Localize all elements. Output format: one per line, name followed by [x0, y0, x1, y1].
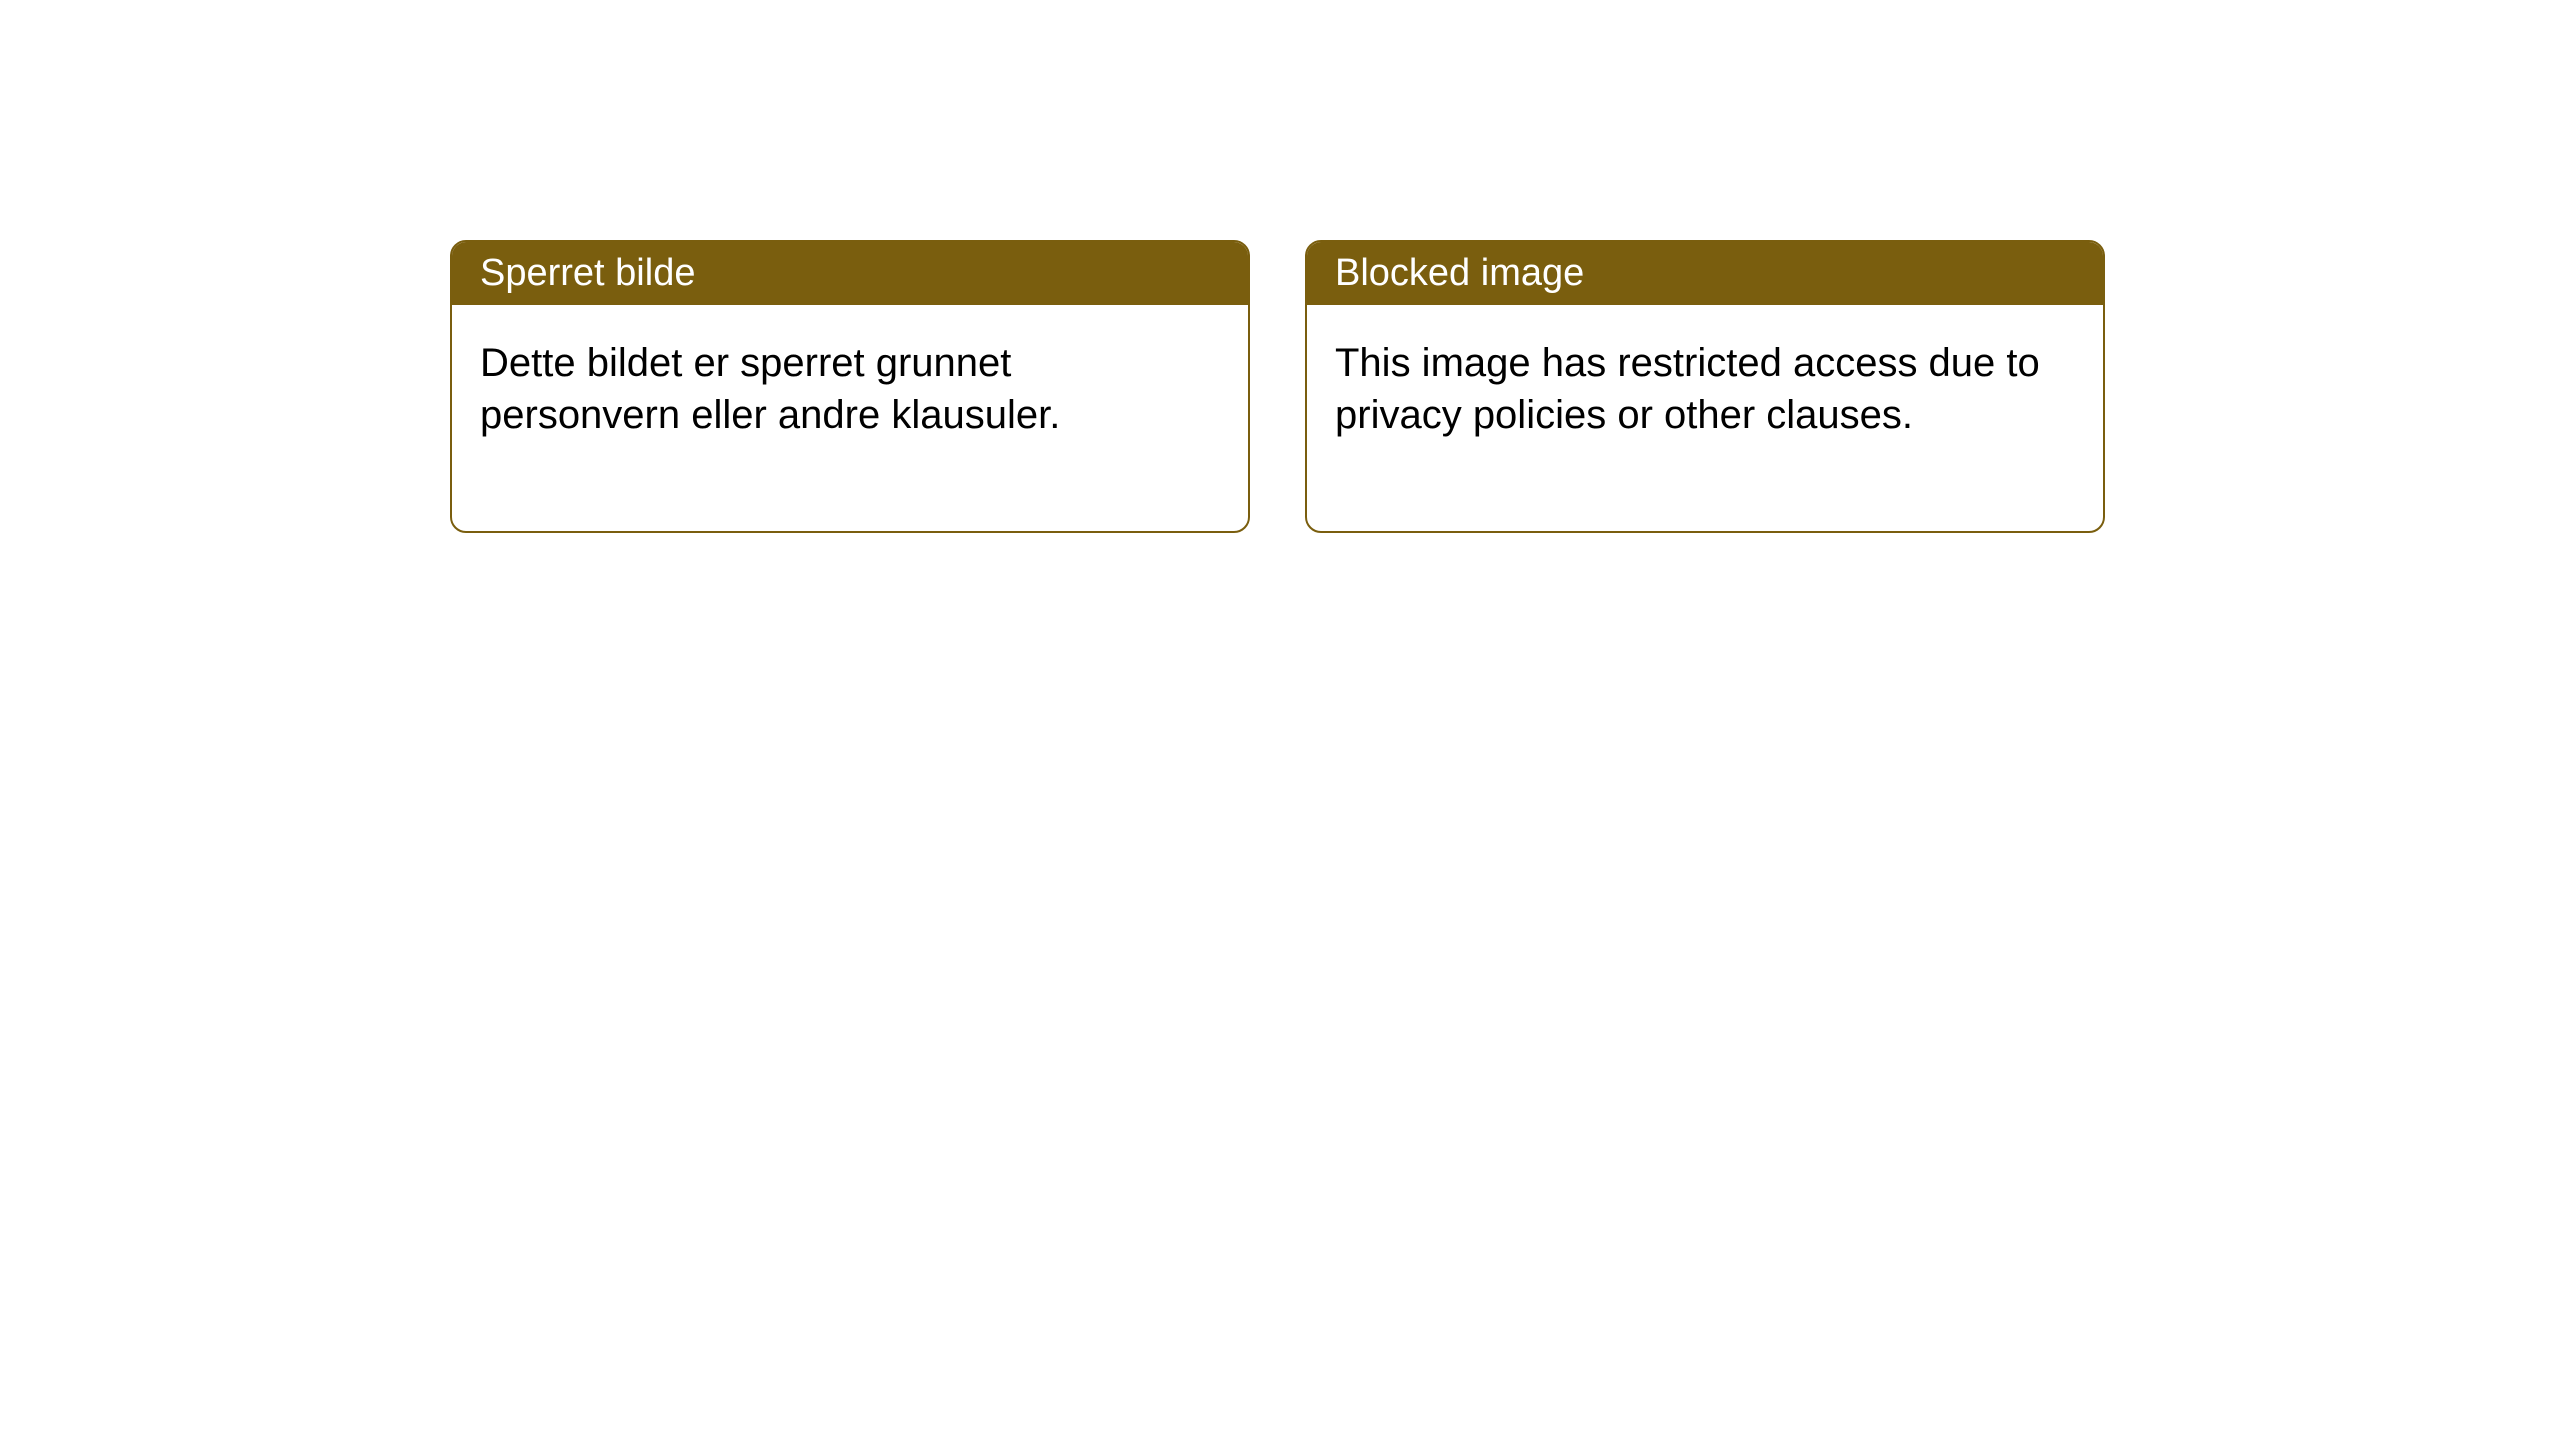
notice-box-norwegian: Sperret bilde Dette bildet er sperret gr…: [450, 240, 1250, 533]
notice-header: Blocked image: [1307, 242, 2103, 305]
notice-container: Sperret bilde Dette bildet er sperret gr…: [450, 240, 2560, 533]
notice-body: This image has restricted access due to …: [1307, 305, 2103, 531]
notice-body: Dette bildet er sperret grunnet personve…: [452, 305, 1248, 531]
notice-box-english: Blocked image This image has restricted …: [1305, 240, 2105, 533]
notice-header: Sperret bilde: [452, 242, 1248, 305]
